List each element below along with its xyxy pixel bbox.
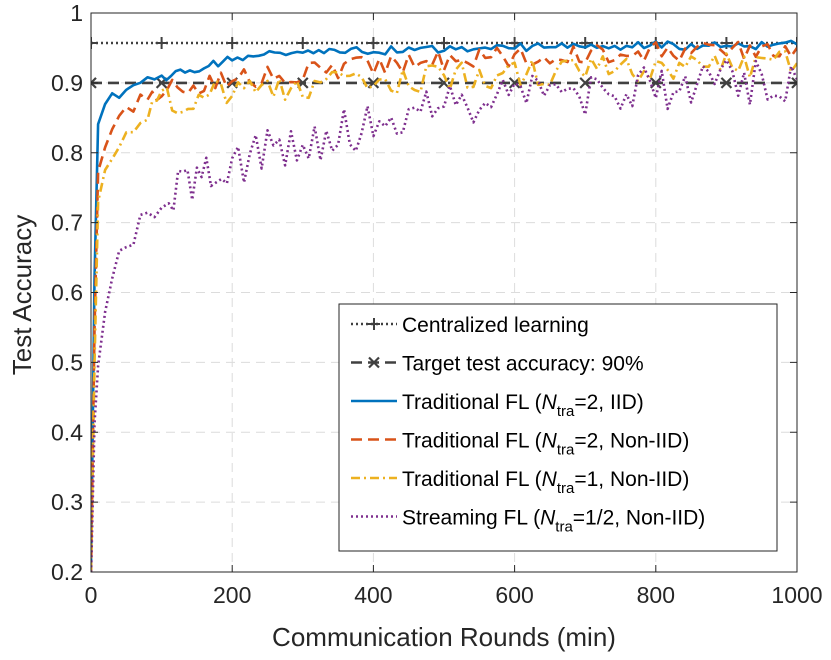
data-point-marker xyxy=(91,77,97,89)
series-line xyxy=(91,50,797,572)
y-tick-label: 0.6 xyxy=(51,280,83,306)
legend-item-target-test-accuracy-90: Target test accuracy: 90% xyxy=(351,353,644,376)
y-tick-label: 0.5 xyxy=(51,349,83,375)
y-tick-label: 0.2 xyxy=(51,559,83,585)
legend-item-traditional-fl-ntra-2-non-iid: Traditional FL (Ntra=2, Non-IID) xyxy=(351,430,689,459)
y-tick-label: 0.4 xyxy=(51,419,83,445)
legend-label: Streaming FL (Ntra=1/2, Non-IID) xyxy=(402,507,705,536)
legend-label: Traditional FL (Ntra=1, Non-IID) xyxy=(402,468,689,497)
x-tick-label: 1000 xyxy=(771,582,822,608)
legend-marker xyxy=(368,356,380,369)
data-point-marker xyxy=(296,37,309,50)
data-point-marker xyxy=(367,37,380,50)
x-tick-label: 0 xyxy=(85,582,98,608)
legend-box xyxy=(338,303,778,552)
y-axis-title: Test Accuracy xyxy=(7,215,37,375)
series-traditional-fl-ntra-2-iid xyxy=(91,39,797,572)
series-line xyxy=(91,58,797,572)
x-tick-label: 400 xyxy=(354,582,392,608)
series-line xyxy=(91,39,797,572)
data-point-marker xyxy=(91,37,97,50)
legend-label: Traditional FL (Ntra=2, IID) xyxy=(402,391,644,420)
y-tick-label: 0.9 xyxy=(51,70,83,96)
legend-label: Target test accuracy: 90% xyxy=(402,353,644,376)
data-point-marker xyxy=(155,37,168,50)
series-traditional-fl-ntra-2-non-iid xyxy=(91,40,797,572)
x-axis-title: Communication Rounds (min) xyxy=(272,622,616,652)
data-point-marker xyxy=(226,37,239,50)
legend-item-streaming-fl-ntra-1-2-non-iid: Streaming FL (Ntra=1/2, Non-IID) xyxy=(351,507,705,536)
legend-marker xyxy=(368,318,380,330)
y-tick-label: 0.8 xyxy=(51,140,83,166)
x-tick-label: 200 xyxy=(213,582,251,608)
y-tick-label: 0.7 xyxy=(51,210,83,236)
series-streaming-fl-ntra-1-2-non-iid xyxy=(91,58,797,572)
legend-item-traditional-fl-ntra-2-iid: Traditional FL (Ntra=2, IID) xyxy=(351,391,644,420)
data-point-marker xyxy=(791,77,797,89)
x-tick-label: 600 xyxy=(495,582,533,608)
series-traditional-fl-ntra-1-non-iid xyxy=(91,50,797,572)
legend-item-centralized-learning: Centralized learning xyxy=(351,314,589,337)
y-tick-label: 0.3 xyxy=(51,489,83,515)
data-point-marker xyxy=(720,77,733,89)
legend: Centralized learning Target test accuracy… xyxy=(338,303,778,552)
legend-label: Traditional FL (Ntra=2, Non-IID) xyxy=(402,430,689,459)
series-layer xyxy=(91,37,797,572)
axis-ticks: 0 200 400 600 800 1000 0.2 0.3 0.4 0.5 0.6 0.7 0.8 0.… xyxy=(51,0,823,608)
legend-item-traditional-fl-ntra-1-non-iid: Traditional FL (Ntra=1, Non-IID) xyxy=(351,468,689,497)
data-point-marker xyxy=(438,37,450,50)
data-point-marker xyxy=(579,77,591,89)
legend-label: Centralized learning xyxy=(402,314,589,337)
series-line xyxy=(91,40,797,572)
y-tick-label: 1 xyxy=(70,0,83,26)
x-tick-label: 800 xyxy=(637,582,675,608)
